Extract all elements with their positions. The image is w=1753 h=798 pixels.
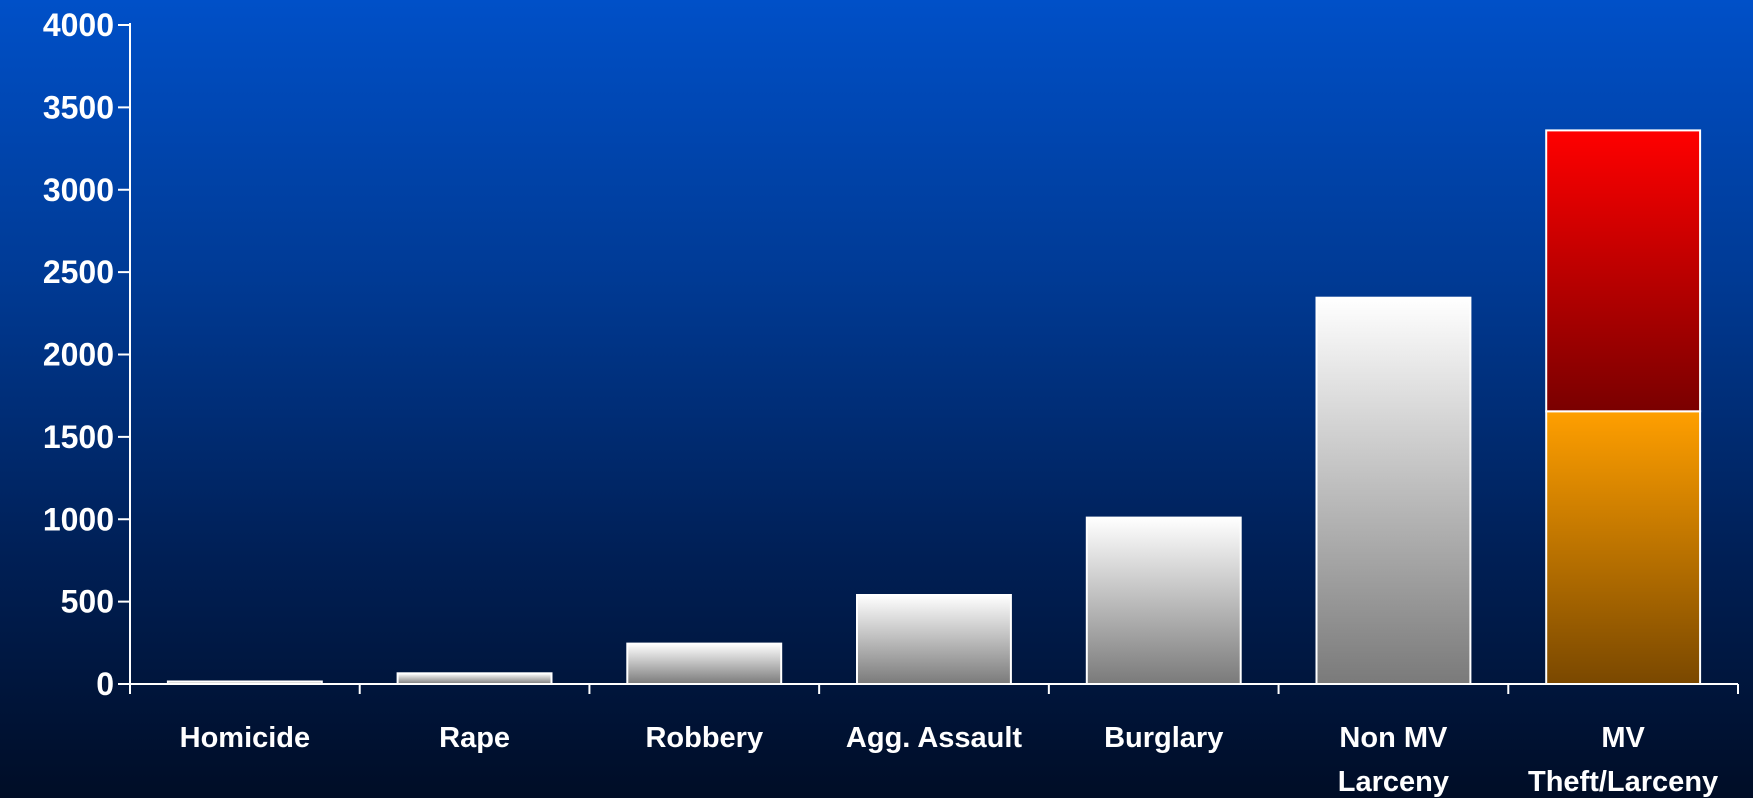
bar-6-series-0 [1545, 410, 1702, 685]
bar-3-series-0 [856, 594, 1012, 685]
x-category-label-5-line-0: Non MV [1339, 722, 1448, 754]
bar-4-series-0 [1085, 516, 1242, 685]
x-category-label-6-line-1: Theft/Larceny [1528, 766, 1718, 798]
x-category-label-2: Robbery [645, 722, 763, 754]
bar-6-series-1 [1545, 129, 1702, 413]
y-tick-label-500: 500 [61, 584, 114, 620]
y-tick-label-4000: 4000 [43, 7, 114, 43]
x-category-label-5-line-1: Larceny [1338, 766, 1449, 798]
axes-group [118, 23, 1739, 694]
x-category-label-1: Rape [439, 722, 510, 754]
bar-1-series-0 [396, 672, 553, 685]
y-tick-label-3500: 3500 [43, 89, 114, 125]
bar-5-series-0 [1315, 296, 1472, 685]
y-tick-label-2000: 2000 [43, 337, 114, 373]
x-category-label-0: Homicide [180, 722, 311, 754]
x-category-label-4: Burglary [1104, 722, 1223, 754]
x-category-label-3: Agg. Assault [846, 722, 1023, 754]
y-tick-label-2500: 2500 [43, 254, 114, 290]
labels-group: 0 500 1000 1500 2000 2500 3000 3500 4000 Homicide… [43, 7, 1718, 798]
y-tick-label-1500: 1500 [43, 419, 114, 455]
y-tick-label-0: 0 [96, 666, 114, 702]
bar-2-series-0 [626, 642, 783, 685]
y-tick-label-3000: 3000 [43, 172, 114, 208]
x-category-label-6-line-0: MV [1601, 722, 1645, 754]
bars-group [166, 129, 1702, 685]
y-tick-label-1000: 1000 [43, 501, 114, 537]
